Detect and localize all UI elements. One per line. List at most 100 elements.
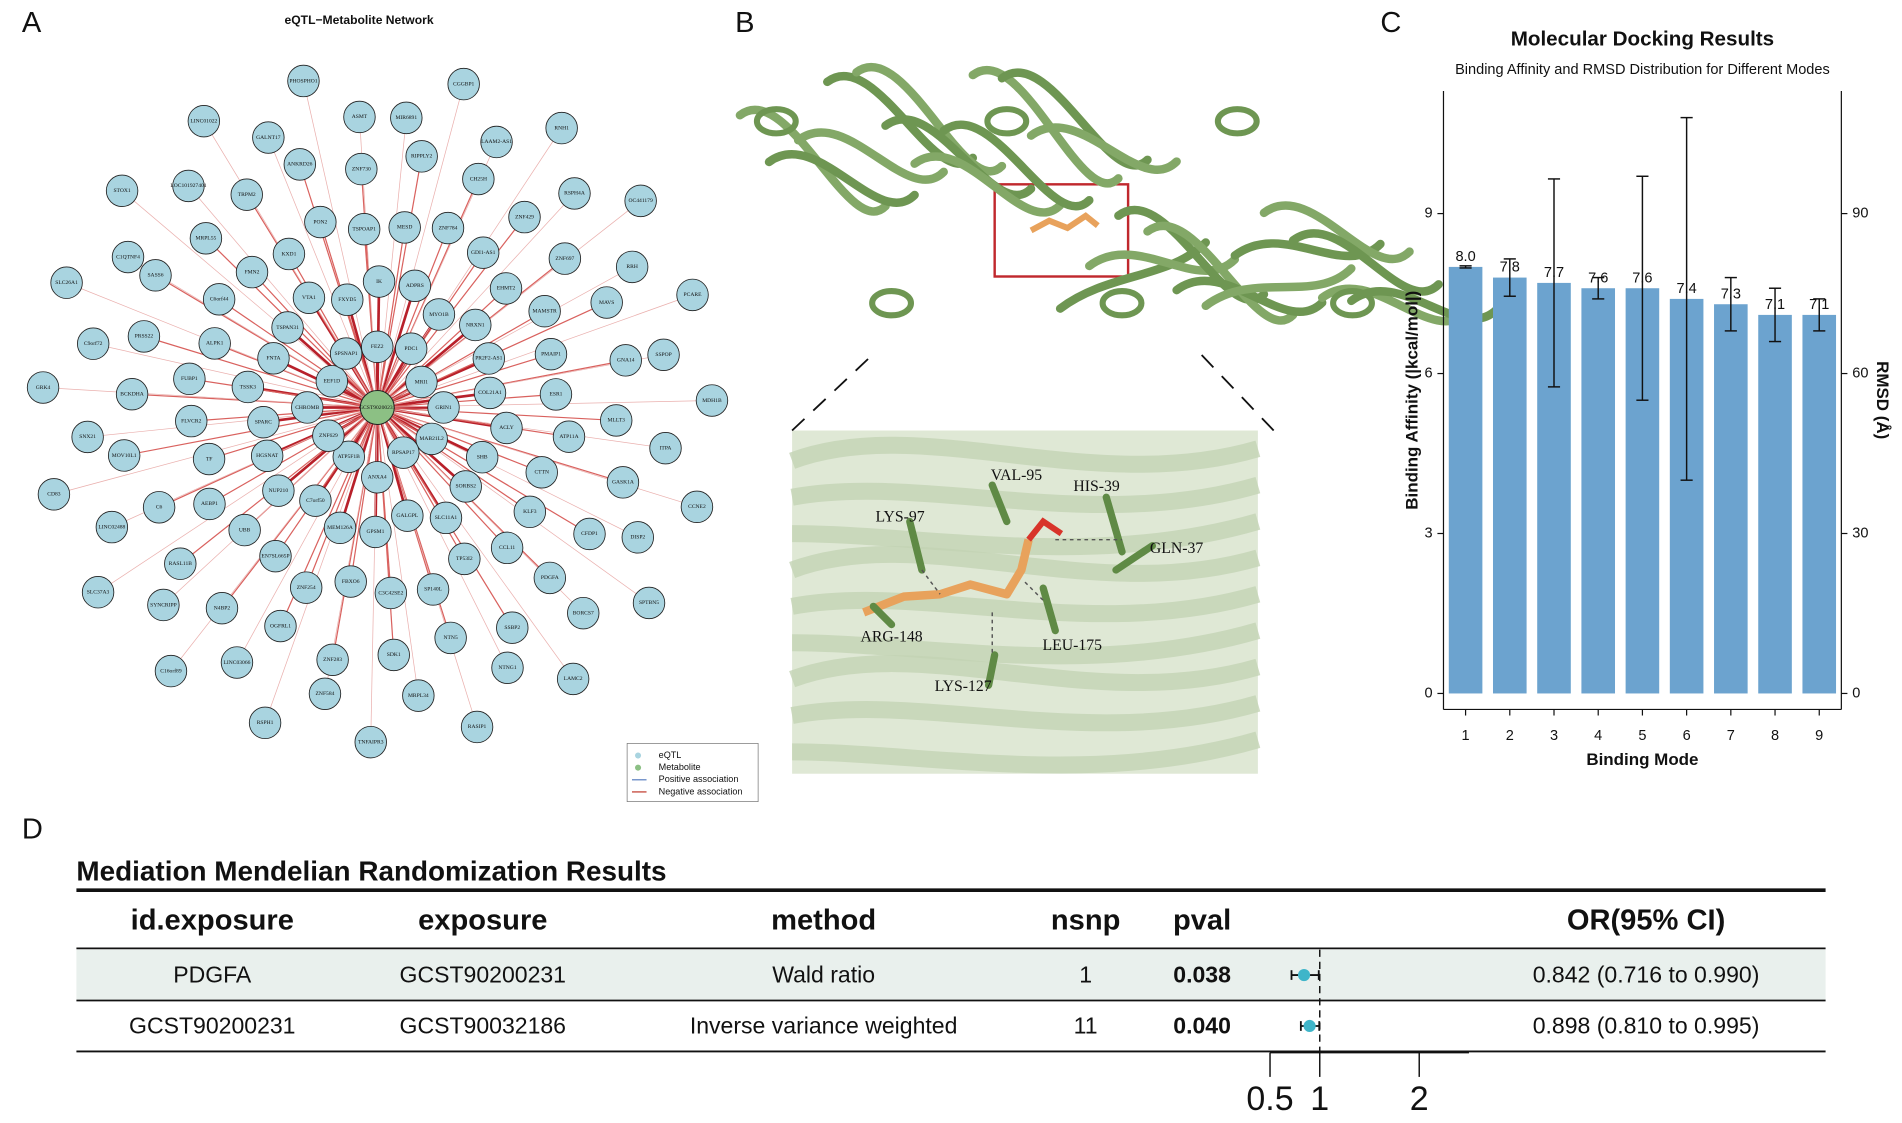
eqtl-node [172,169,205,203]
x-tick-label: 6 [1683,728,1691,744]
eqtl-node [107,439,141,472]
node-label: RPSAP17 [392,450,415,456]
eqtl-node [525,456,558,489]
eqtl-node [205,591,239,625]
eqtl-node [391,499,424,532]
node-label: ATP11A [559,434,578,440]
eqtl-node [556,662,590,696]
eqtl-node [354,725,387,759]
node-label: CCL11 [499,545,515,551]
node-label: HGSNAT [256,453,279,459]
eqtl-node [573,517,606,551]
node-label: MOV10L1 [112,453,137,459]
eqtl-node [127,320,161,353]
node-label: IK [376,279,382,285]
eqtl-node [534,338,568,371]
table-cell: 0.038 [1173,961,1231,987]
y2-tick-label: 90 [1852,205,1868,221]
eqtl-node [359,515,392,549]
x-tick-label: 0.5 [1246,1080,1293,1118]
node-label: SSBP2 [504,625,520,631]
node-label: KXD1 [282,251,297,257]
bar [1448,266,1483,694]
eqtl-node [115,377,149,411]
y-axis-title: Binding Affinity (|kcal/mol|) [1403,291,1422,510]
node-label: MAVS [599,300,614,306]
node-label: SPTBN5 [639,600,659,606]
ribbon-shadow [790,586,1261,623]
zoom-box [993,183,1130,278]
node-label: GPSM1 [366,529,384,535]
edge [376,407,465,560]
eqtl-node [405,365,438,399]
zoom-line [1197,351,1275,432]
chart-title: eQTL−Metabolite Network [285,13,434,27]
value-label: 7.6 [1632,270,1652,286]
eqtl-node [257,342,290,375]
node-label: NTNG1 [498,665,516,671]
node-label: STOX1 [113,188,130,194]
edge [376,406,531,513]
edge [288,253,378,408]
legend-swatch [635,752,642,759]
y2-tick-label: 30 [1852,525,1868,541]
node-label: C6orf44 [210,296,229,303]
node-label: SSPOP [655,352,671,358]
protein-ribbon [881,115,1036,200]
eqtl-node [248,706,282,740]
node-label: TSPOAP1 [352,226,376,232]
eqtl-node [402,679,435,712]
node-label: DISP2 [630,535,645,541]
residue-label: GLN-37 [1150,540,1203,557]
node-label: GALGPL [396,513,419,519]
node-label: SLC26A1 [55,280,78,286]
edge [87,407,378,438]
column-header: id.exposure [131,904,294,936]
node-label: RASL11B [169,561,193,567]
eqtl-node [539,378,573,411]
node-label: EN7SL665P [261,553,289,559]
eqtl-node [462,162,495,196]
eqtl-node [416,573,450,606]
node-label: GNA14 [617,358,635,364]
node-label: C16orf89 [160,667,182,674]
node-label: TSPAN31 [276,325,299,331]
eqtl-node [252,121,285,154]
column-header: nsnp [1051,904,1121,936]
node-label: FEZ2 [371,344,384,350]
edge [376,227,449,408]
bar [1714,304,1748,694]
eqtl-node [508,200,541,234]
eqtl-node [600,404,633,437]
eqtl-node [105,174,139,207]
eqtl-node [164,547,197,580]
eqtl-node [332,440,365,473]
node-label: LAMC2 [564,676,583,682]
eqtl-node [545,111,578,145]
node-label: ADPRS [406,283,424,289]
y-tick-label: 3 [1424,525,1432,541]
node-label: MIR6891 [395,115,417,121]
node-label: PHOSPHO1 [289,78,317,84]
zoom-line [791,351,877,432]
node-label: GASK1A [612,480,634,486]
legend-label: Negative association [659,786,743,796]
eqtl-node [50,266,83,299]
node-label: C7orf50 [306,497,325,504]
node-label: ZNF730 [352,166,371,172]
x-tick-label: 5 [1638,728,1646,744]
ribbon-shadow [792,731,1261,774]
table-cell: PDGFA [173,961,252,987]
node-label: ESR1 [549,392,562,398]
edge [191,406,378,422]
eqtl-node [459,308,492,342]
protein-ribbon [1143,221,1298,325]
edge [377,353,552,409]
eqtl-node [111,240,145,274]
x-tick-label: 7 [1727,728,1735,744]
node-label: VTA1 [302,295,316,301]
eqtl-node [154,654,188,688]
value-label: 8.0 [1455,249,1475,265]
eqtl-node [513,495,547,529]
eqtl-node [173,362,206,396]
